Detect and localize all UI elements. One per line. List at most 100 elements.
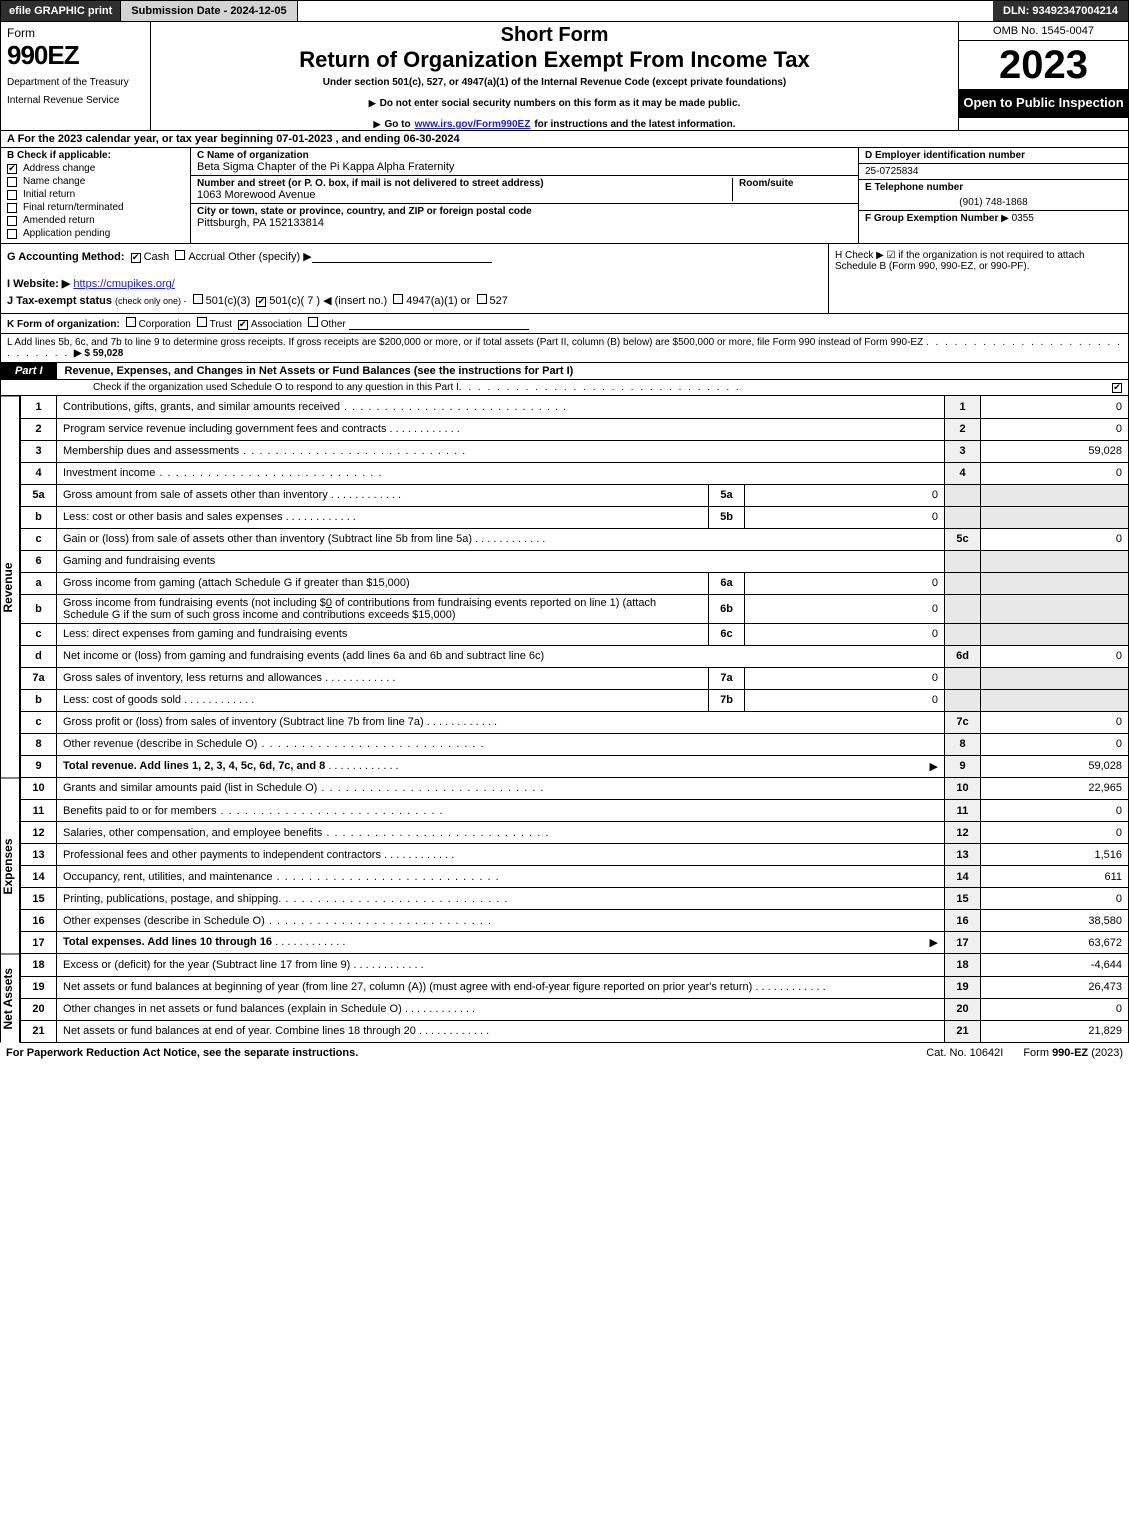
website-link[interactable]: https://cmupikes.org/ — [73, 278, 175, 290]
line-8: 8Other revenue (describe in Schedule O)8… — [21, 733, 1129, 755]
c-name-label: C Name of organization — [197, 150, 852, 161]
omb-number: OMB No. 1545-0047 — [959, 22, 1128, 41]
line-5b: bLess: cost or other basis and sales exp… — [21, 506, 1129, 528]
netassets-table: 18Excess or (deficit) for the year (Subt… — [20, 954, 1129, 1043]
line-4: 4Investment income40 — [21, 462, 1129, 484]
line-20: 20Other changes in net assets or fund ba… — [21, 998, 1129, 1020]
checkbox-icon — [126, 317, 136, 327]
line-11: 11Benefits paid to or for members110 — [21, 800, 1129, 822]
topbar: efile GRAPHIC print Submission Date - 20… — [0, 0, 1129, 22]
schedule-o-check: Check if the organization used Schedule … — [0, 380, 1129, 396]
line-18: 18Excess or (deficit) for the year (Subt… — [21, 954, 1129, 976]
col-c-org-info: C Name of organization Beta Sigma Chapte… — [191, 148, 858, 243]
line-5c: cGain or (loss) from sale of assets othe… — [21, 528, 1129, 550]
open-to-public: Open to Public Inspection — [959, 89, 1128, 118]
triangle-icon — [369, 98, 376, 109]
netassets-side-label: Net Assets — [0, 954, 20, 1043]
checkbox-icon — [7, 216, 17, 226]
col-b-checkboxes: B Check if applicable: Address change Na… — [1, 148, 191, 243]
footer-catno: Cat. No. 10642I — [906, 1047, 1023, 1059]
other-blank — [312, 251, 492, 263]
line-21: 21Net assets or fund balances at end of … — [21, 1020, 1129, 1042]
h-schedule-b: H Check ▶ ☑ if the organization is not r… — [828, 244, 1128, 313]
chk-name-change[interactable]: Name change — [7, 176, 184, 187]
line-19: 19Net assets or fund balances at beginni… — [21, 976, 1129, 998]
line-16: 16Other expenses (describe in Schedule O… — [21, 910, 1129, 932]
form-number: 990EZ — [7, 40, 144, 71]
expenses-section: Expenses 10Grants and similar amounts pa… — [0, 778, 1129, 955]
line-6c: cLess: direct expenses from gaming and f… — [21, 623, 1129, 645]
topbar-spacer — [298, 1, 993, 21]
chk-final-return[interactable]: Final return/terminated — [7, 202, 184, 213]
triangle-icon — [374, 119, 381, 130]
i-website-label: I Website: ▶ — [7, 278, 70, 290]
e-phone-label: E Telephone number — [859, 180, 1128, 195]
checkbox-icon — [193, 294, 203, 304]
checkbox-icon — [7, 229, 17, 239]
page-footer: For Paperwork Reduction Act Notice, see … — [0, 1043, 1129, 1063]
tax-year: 2023 — [959, 41, 1128, 89]
form-subsection: Under section 501(c), 527, or 4947(a)(1)… — [151, 77, 958, 88]
b-heading: B Check if applicable: — [7, 150, 184, 161]
c-name-cell: C Name of organization Beta Sigma Chapte… — [191, 148, 858, 176]
efile-tag: efile GRAPHIC print — [1, 1, 120, 21]
line-9: 9Total revenue. Add lines 1, 2, 3, 4, 5c… — [21, 755, 1129, 777]
irs-link[interactable]: www.irs.gov/Form990EZ — [415, 119, 531, 130]
f-group-label: F Group Exemption Number ▶ 0355 — [859, 211, 1128, 226]
row-a-tax-year: A For the 2023 calendar year, or tax yea… — [0, 131, 1129, 148]
part-i-label: Part I — [1, 363, 57, 379]
other-blank — [349, 318, 529, 330]
row-l-gross-receipts: L Add lines 5b, 6c, and 7b to line 9 to … — [0, 334, 1129, 363]
col-d-ein-phone: D Employer identification number 25-0725… — [858, 148, 1128, 243]
irs-label: Internal Revenue Service — [7, 95, 144, 107]
instr-goto: Go to www.irs.gov/Form990EZ for instruct… — [374, 119, 736, 130]
checkbox-icon — [7, 203, 17, 213]
checkbox-icon — [1112, 383, 1122, 393]
expenses-side-label: Expenses — [0, 778, 20, 955]
chk-initial-return[interactable]: Initial return — [7, 189, 184, 200]
line-10: 10Grants and similar amounts paid (list … — [21, 778, 1129, 800]
form-990ez-page: efile GRAPHIC print Submission Date - 20… — [0, 0, 1129, 1063]
dept-treasury: Department of the Treasury — [7, 77, 144, 89]
netassets-section: Net Assets 18Excess or (deficit) for the… — [0, 954, 1129, 1043]
checkbox-icon — [7, 164, 17, 174]
line-7a: 7aGross sales of inventory, less returns… — [21, 667, 1129, 689]
line-6d: dNet income or (loss) from gaming and fu… — [21, 645, 1129, 667]
expenses-table: 10Grants and similar amounts paid (list … — [20, 778, 1129, 955]
checkbox-icon — [393, 294, 403, 304]
chk-application-pending[interactable]: Application pending — [7, 228, 184, 239]
short-form-label: Short Form — [151, 24, 958, 47]
checkbox-icon — [197, 317, 207, 327]
checkbox-icon — [175, 250, 185, 260]
chk-address-change[interactable]: Address change — [7, 163, 184, 174]
header-center: Short Form Return of Organization Exempt… — [151, 22, 958, 130]
e-phone-value: (901) 748-1868 — [859, 195, 1128, 211]
d-ein-value: 25-0725834 — [859, 164, 1128, 180]
line-2: 2Program service revenue including gover… — [21, 418, 1129, 440]
revenue-side-label: Revenue — [0, 396, 20, 778]
d-ein-label: D Employer identification number — [859, 148, 1128, 164]
form-header: Form 990EZ Department of the Treasury In… — [0, 22, 1129, 131]
section-g-h: G Accounting Method: Cash Accrual Other … — [0, 244, 1129, 314]
header-left: Form 990EZ Department of the Treasury In… — [1, 22, 151, 130]
checkbox-icon — [308, 317, 318, 327]
c-street-value: 1063 Morewood Avenue — [197, 189, 732, 201]
c-room-label: Room/suite — [739, 178, 852, 189]
c-city-cell: City or town, state or province, country… — [191, 204, 858, 231]
line-1: 1Contributions, gifts, grants, and simil… — [21, 396, 1129, 418]
line-15: 15Printing, publications, postage, and s… — [21, 888, 1129, 910]
line-3: 3Membership dues and assessments359,028 — [21, 440, 1129, 462]
j-tax-exempt: J Tax-exempt status (check only one) - 5… — [7, 294, 822, 307]
line-12: 12Salaries, other compensation, and empl… — [21, 822, 1129, 844]
line-5a: 5aGross amount from sale of assets other… — [21, 484, 1129, 506]
part-i-header: Part I Revenue, Expenses, and Changes in… — [0, 363, 1129, 380]
line-17: 17Total expenses. Add lines 10 through 1… — [21, 932, 1129, 954]
c-city-label: City or town, state or province, country… — [197, 206, 852, 217]
checkbox-icon — [477, 294, 487, 304]
c-city-value: Pittsburgh, PA 152133814 — [197, 217, 852, 229]
chk-amended-return[interactable]: Amended return — [7, 215, 184, 226]
c-street-cell: Number and street (or P. O. box, if mail… — [191, 176, 858, 204]
checkbox-icon — [7, 190, 17, 200]
part-i-title: Revenue, Expenses, and Changes in Net As… — [57, 363, 1128, 379]
c-street-label: Number and street (or P. O. box, if mail… — [197, 178, 732, 189]
